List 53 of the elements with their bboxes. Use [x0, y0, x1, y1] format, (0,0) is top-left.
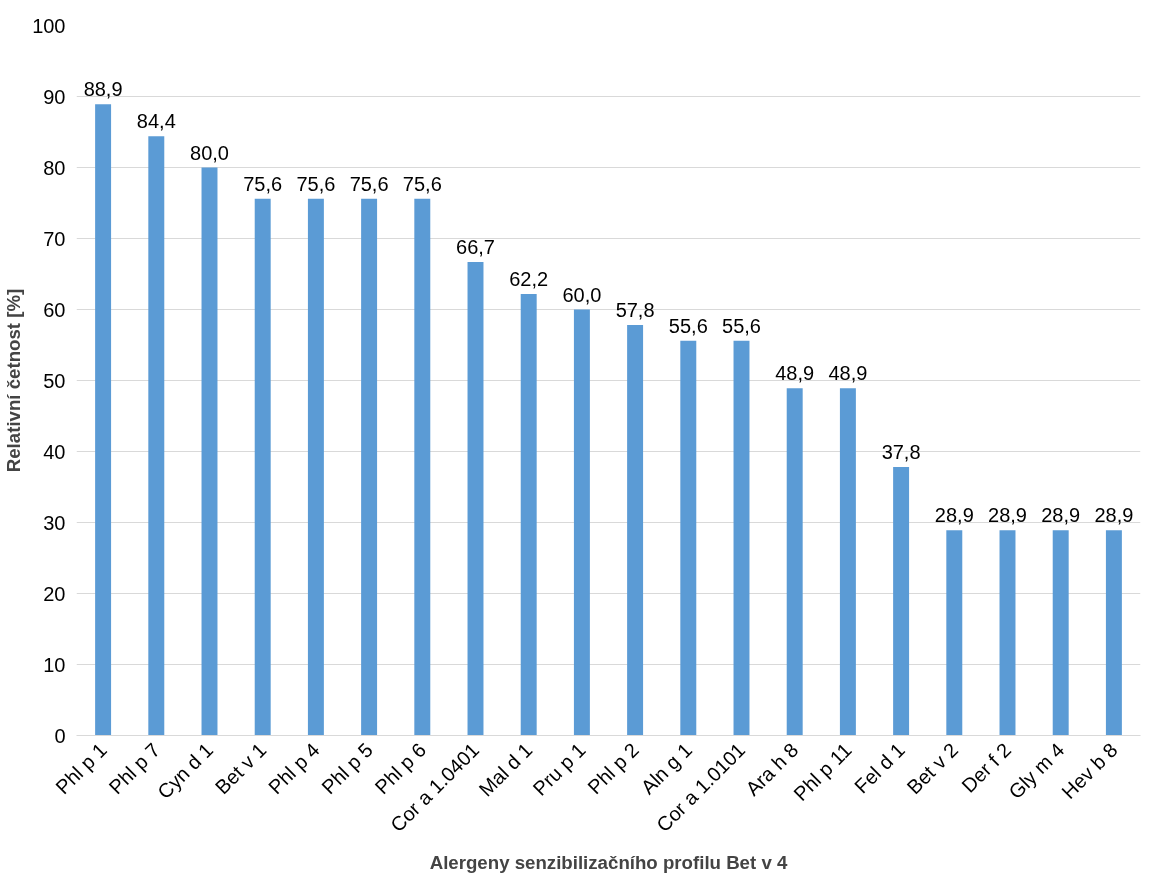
bar	[893, 467, 910, 736]
y-tick-label: 90	[43, 85, 66, 108]
data-label: 28,9	[1041, 504, 1081, 527]
data-label: 48,9	[775, 362, 815, 385]
bar	[733, 340, 750, 736]
y-axis-title: Relativní četnost [%]	[3, 288, 25, 473]
data-label: 75,6	[402, 172, 442, 195]
bar	[946, 530, 963, 736]
data-label: 37,8	[881, 441, 921, 464]
data-label: 55,6	[722, 314, 761, 337]
y-tick-label: 20	[43, 582, 66, 605]
data-label: 62,2	[509, 267, 549, 290]
data-label: 84,4	[136, 110, 176, 133]
y-tick-label: 30	[43, 511, 66, 534]
data-label: 55,6	[668, 314, 708, 337]
bar	[839, 388, 856, 736]
bar	[627, 325, 644, 736]
y-tick-label: 60	[43, 298, 66, 321]
bar	[999, 530, 1016, 736]
bar	[520, 293, 537, 736]
data-label: 66,7	[456, 235, 495, 258]
y-tick-label: 80	[43, 156, 66, 179]
bar	[361, 198, 378, 736]
bar	[201, 167, 218, 736]
bar	[254, 198, 271, 736]
bar	[95, 104, 112, 736]
bar	[148, 136, 165, 736]
data-label: 80,0	[190, 141, 229, 164]
bar	[573, 309, 590, 736]
data-label: 75,6	[243, 172, 283, 195]
bar	[786, 388, 803, 736]
bar	[307, 198, 324, 736]
data-label: 88,9	[83, 78, 123, 101]
x-axis-title: Alergeny senzibilizačního profilu Bet v 4	[429, 851, 788, 873]
y-tick-label: 50	[43, 369, 66, 392]
bar	[1052, 530, 1069, 736]
y-tick-label: 40	[43, 440, 66, 463]
y-tick-label: 100	[32, 14, 66, 37]
bar	[414, 198, 431, 736]
bar	[680, 340, 697, 736]
data-label: 48,9	[828, 362, 868, 385]
data-label: 28,9	[1094, 504, 1134, 527]
bar	[1105, 530, 1122, 736]
y-tick-label: 0	[54, 724, 66, 747]
data-label: 28,9	[988, 504, 1027, 527]
y-tick-label: 70	[43, 227, 66, 250]
data-label: 75,6	[296, 172, 336, 195]
data-label: 60,0	[562, 283, 602, 306]
bar	[467, 261, 484, 736]
y-tick-label: 10	[43, 653, 66, 676]
data-label: 57,8	[615, 299, 655, 322]
data-label: 28,9	[934, 504, 974, 527]
data-label: 75,6	[349, 172, 389, 195]
